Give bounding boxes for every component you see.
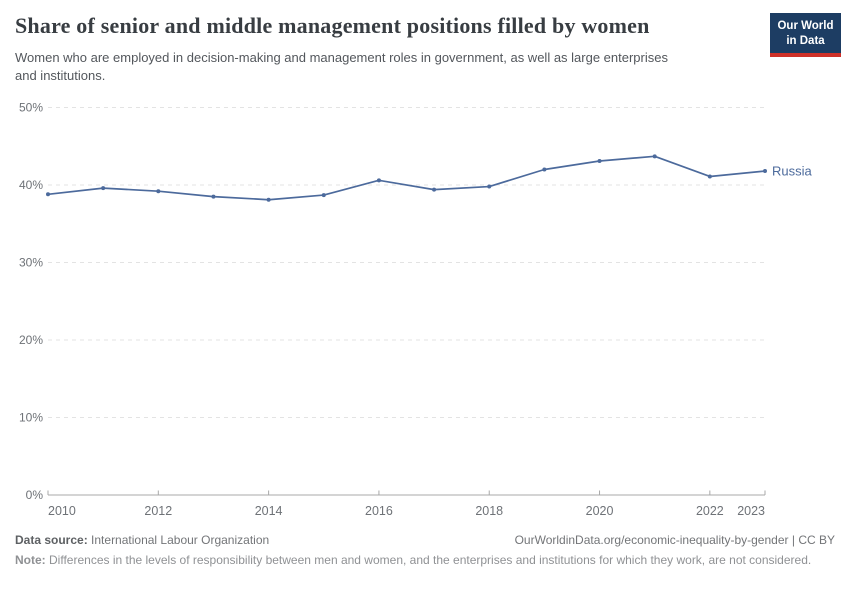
- x-tick-label: 2022: [696, 504, 724, 518]
- x-tick-label: 2023: [737, 504, 765, 518]
- y-tick-label: 0%: [26, 488, 44, 502]
- data-point[interactable]: [597, 158, 602, 163]
- data-point[interactable]: [542, 167, 547, 172]
- owid-url-link[interactable]: OurWorldinData.org/economic-inequality-b…: [514, 533, 789, 547]
- owid-logo-line2: in Data: [786, 34, 825, 47]
- data-point[interactable]: [101, 186, 106, 191]
- data-point[interactable]: [432, 187, 437, 192]
- x-tick-label: 2018: [475, 504, 503, 518]
- data-point[interactable]: [266, 197, 271, 202]
- y-tick-label: 50%: [19, 101, 43, 115]
- data-point[interactable]: [321, 193, 326, 198]
- x-tick-label: 2014: [255, 504, 283, 518]
- owid-logo-line1: Our World: [777, 20, 834, 32]
- x-tick-label: 2010: [48, 504, 76, 518]
- note-text: Differences in the levels of responsibil…: [49, 553, 812, 567]
- y-tick-label: 40%: [19, 178, 43, 192]
- citation: OurWorldinData.org/economic-inequality-b…: [515, 533, 835, 547]
- data-point[interactable]: [211, 194, 216, 199]
- y-tick-label: 20%: [19, 333, 43, 347]
- x-tick-label: 2012: [144, 504, 172, 518]
- data-source-label: Data source:: [15, 533, 88, 547]
- note-label: Note:: [15, 553, 46, 567]
- data-point[interactable]: [376, 178, 381, 183]
- data-point[interactable]: [46, 192, 50, 197]
- x-tick-label: 2020: [586, 504, 614, 518]
- chart-subtitle: Women who are employed in decision-makin…: [15, 50, 668, 84]
- russia-line[interactable]: [47, 155, 766, 201]
- data-point[interactable]: [156, 189, 161, 194]
- owid-logo[interactable]: Our World in Data: [770, 13, 841, 58]
- y-tick-label: 30%: [19, 256, 43, 270]
- x-tick-label: 2016: [365, 504, 393, 518]
- page-title: Share of senior and middle management po…: [15, 13, 650, 38]
- data-point[interactable]: [487, 184, 492, 189]
- chart-note: Note: Differences in the levels of respo…: [15, 552, 837, 569]
- data-point[interactable]: [707, 174, 712, 179]
- data-point[interactable]: [763, 169, 767, 174]
- data-point[interactable]: [652, 154, 657, 159]
- footer-source-row: Data source: International Labour Organi…: [15, 533, 835, 547]
- license-label: CC BY: [798, 533, 835, 547]
- data-source: Data source: International Labour Organi…: [15, 533, 269, 547]
- series-label-russia[interactable]: Russia: [772, 164, 813, 179]
- y-tick-label: 10%: [19, 411, 43, 425]
- data-source-value: International Labour Organization: [91, 533, 270, 547]
- citation-separator: |: [788, 533, 799, 547]
